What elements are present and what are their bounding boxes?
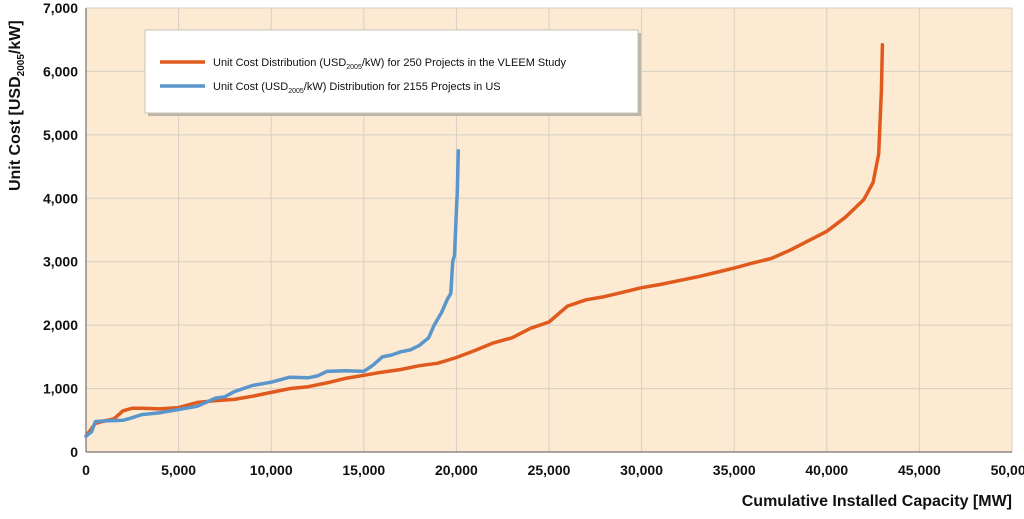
x-tick-label: 35,000 (713, 462, 756, 478)
x-tick-label: 5,000 (161, 462, 196, 478)
y-tick-label: 5,000 (43, 127, 78, 143)
y-axis-title: Unit Cost [USD2005/kW] (7, 20, 27, 191)
tick-labels: 0 5,000 10,000 15,000 20,000 25,000 30,000 35,0… (43, 0, 1024, 478)
x-tick-label: 10,000 (250, 462, 293, 478)
x-tick-label: 40,000 (805, 462, 848, 478)
legend-entry-label: Unit Cost (USD2005/kW) Distribution for … (213, 81, 501, 95)
y-tick-label: 2,000 (43, 317, 78, 333)
y-tick-label: 1,000 (43, 381, 78, 397)
x-tick-label: 45,000 (898, 462, 941, 478)
x-tick-label: 15,000 (342, 462, 385, 478)
y-tick-label: 4,000 (43, 190, 78, 206)
x-tick-label: 50,000 (991, 462, 1024, 478)
y-tick-label: 7,000 (43, 0, 78, 16)
legend-entry-label: Unit Cost Distribution (USD2005/kW) for … (213, 57, 567, 71)
y-tick-label: 0 (70, 444, 78, 460)
x-tick-label: 0 (82, 462, 90, 478)
series-lines (84, 43, 885, 438)
x-axis-title: Cumulative Installed Capacity [MW] (742, 493, 1012, 510)
series-line-2 (84, 148, 461, 438)
x-tick-label: 20,000 (435, 462, 478, 478)
series-line-1 (84, 43, 885, 438)
x-tick-label: 30,000 (620, 462, 663, 478)
legend: Unit Cost Distribution (USD2005/kW) for … (144, 29, 641, 116)
x-tick-label: 25,000 (528, 462, 571, 478)
y-tick-label: 6,000 (43, 63, 78, 79)
legend-box (144, 29, 639, 114)
y-tick-label: 3,000 (43, 254, 78, 270)
